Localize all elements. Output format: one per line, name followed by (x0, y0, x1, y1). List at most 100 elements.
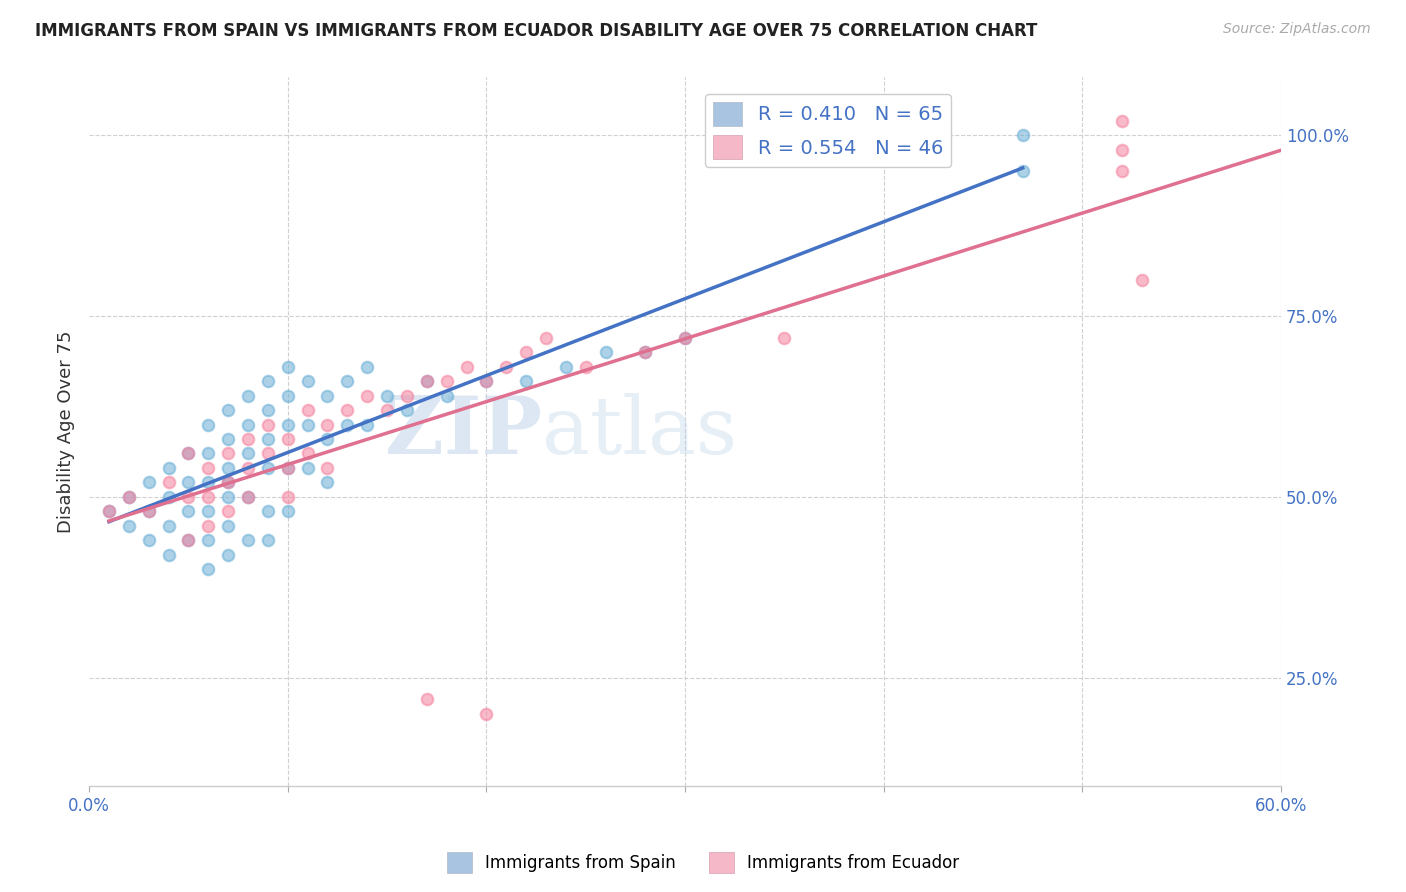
Point (138, 504, 160, 518)
Point (554, 359, 576, 374)
Point (1011, 164, 1033, 178)
Point (673, 331, 696, 345)
Point (395, 403, 418, 417)
Point (316, 475, 339, 490)
Point (257, 533, 280, 548)
Legend: Immigrants from Spain, Immigrants from Ecuador: Immigrants from Spain, Immigrants from E… (440, 846, 966, 880)
Point (356, 389, 378, 403)
Point (197, 533, 219, 548)
Point (236, 389, 259, 403)
Point (257, 432, 280, 446)
Point (336, 374, 359, 388)
Point (157, 461, 180, 475)
Point (236, 490, 259, 504)
Point (217, 432, 239, 446)
Point (217, 475, 239, 490)
Point (436, 374, 458, 388)
Point (316, 389, 339, 403)
Point (177, 490, 200, 504)
Text: Source: ZipAtlas.com: Source: ZipAtlas.com (1223, 22, 1371, 37)
Y-axis label: Disability Age Over 75: Disability Age Over 75 (58, 331, 75, 533)
Point (177, 533, 200, 548)
Point (277, 490, 299, 504)
Point (97, 504, 120, 518)
Point (416, 374, 439, 388)
Point (336, 403, 359, 417)
Point (217, 475, 239, 490)
Point (475, 374, 498, 388)
Point (297, 374, 319, 388)
Point (157, 518, 180, 533)
Point (157, 490, 180, 504)
Point (217, 446, 239, 460)
Point (138, 533, 160, 548)
Point (197, 475, 219, 490)
Point (456, 359, 478, 374)
Point (217, 548, 239, 562)
Point (217, 518, 239, 533)
Point (236, 417, 259, 432)
Point (177, 533, 200, 548)
Point (375, 403, 398, 417)
Point (138, 475, 160, 490)
Point (197, 562, 219, 576)
Point (217, 490, 239, 504)
Point (236, 533, 259, 548)
Point (515, 374, 537, 388)
Point (475, 374, 498, 388)
Point (495, 359, 517, 374)
Point (475, 706, 498, 721)
Point (277, 432, 299, 446)
Point (118, 518, 141, 533)
Point (375, 389, 398, 403)
Point (316, 417, 339, 432)
Point (316, 432, 339, 446)
Point (257, 446, 280, 460)
Point (257, 461, 280, 475)
Point (277, 461, 299, 475)
Point (197, 490, 219, 504)
Point (138, 504, 160, 518)
Point (177, 475, 200, 490)
Point (236, 461, 259, 475)
Point (634, 345, 657, 359)
Point (118, 490, 141, 504)
Point (257, 374, 280, 388)
Point (197, 446, 219, 460)
Point (534, 331, 557, 345)
Point (297, 417, 319, 432)
Point (197, 518, 219, 533)
Point (356, 417, 378, 432)
Point (773, 331, 796, 345)
Point (395, 389, 418, 403)
Point (197, 417, 219, 432)
Point (277, 504, 299, 518)
Point (236, 446, 259, 460)
Point (575, 359, 598, 374)
Point (1011, 128, 1033, 143)
Point (336, 417, 359, 432)
Point (257, 403, 280, 417)
Point (297, 461, 319, 475)
Point (236, 432, 259, 446)
Point (257, 504, 280, 518)
Point (257, 417, 280, 432)
Point (157, 475, 180, 490)
Point (277, 461, 299, 475)
Point (217, 504, 239, 518)
Point (177, 504, 200, 518)
Point (217, 403, 239, 417)
Point (277, 359, 299, 374)
Text: IMMIGRANTS FROM SPAIN VS IMMIGRANTS FROM ECUADOR DISABILITY AGE OVER 75 CORRELAT: IMMIGRANTS FROM SPAIN VS IMMIGRANTS FROM… (35, 22, 1038, 40)
Point (436, 389, 458, 403)
Point (277, 417, 299, 432)
Point (297, 446, 319, 460)
Point (1130, 273, 1153, 287)
Point (515, 345, 537, 359)
Point (316, 461, 339, 475)
Point (236, 490, 259, 504)
Point (177, 446, 200, 460)
Point (1111, 113, 1133, 128)
Point (197, 504, 219, 518)
Point (1111, 164, 1133, 178)
